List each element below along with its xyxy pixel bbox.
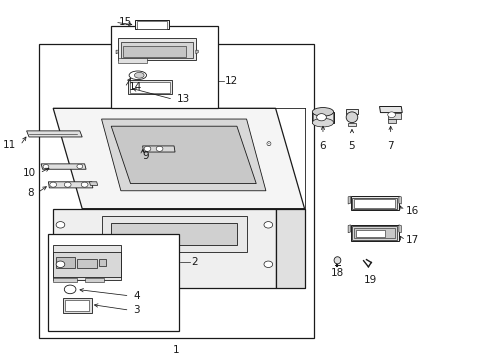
Polygon shape [398,225,401,233]
Bar [137,22,166,29]
Ellipse shape [333,257,340,264]
Text: 4: 4 [133,291,140,301]
Ellipse shape [77,164,82,168]
Polygon shape [41,164,86,169]
Polygon shape [350,196,398,211]
Ellipse shape [264,222,272,228]
Ellipse shape [43,165,49,169]
Text: 3: 3 [133,305,140,315]
Bar [48,234,179,330]
Bar [53,244,121,280]
Polygon shape [347,225,350,233]
Ellipse shape [346,112,357,123]
Polygon shape [195,50,198,54]
Bar [77,259,97,268]
Text: 6: 6 [319,141,325,151]
Bar [53,252,121,277]
Text: 17: 17 [406,235,419,245]
Text: 11: 11 [3,140,17,150]
Ellipse shape [64,285,76,294]
Bar [355,230,384,237]
Bar [118,39,195,60]
Text: 7: 7 [386,141,393,151]
Polygon shape [111,126,256,184]
Bar [84,278,104,282]
Bar [111,26,217,108]
Text: 9: 9 [142,150,149,161]
Bar [111,223,236,244]
Bar [65,300,89,311]
Bar [63,298,92,313]
Bar [102,216,246,252]
Ellipse shape [312,108,333,116]
Polygon shape [387,113,401,119]
Bar [313,113,332,122]
Polygon shape [53,209,275,288]
Polygon shape [26,131,82,137]
Ellipse shape [56,222,65,228]
Bar [53,278,77,282]
Polygon shape [311,112,333,123]
Bar [121,42,193,58]
Ellipse shape [387,112,395,118]
Text: 8: 8 [27,188,34,198]
Polygon shape [350,225,398,241]
Bar [128,80,171,94]
Polygon shape [116,50,118,54]
Polygon shape [275,209,304,288]
Bar [353,199,395,208]
Bar [353,228,395,238]
Polygon shape [379,107,402,113]
Text: 10: 10 [22,168,36,178]
Text: 19: 19 [363,275,376,285]
Bar [135,21,169,30]
Ellipse shape [144,146,150,151]
Bar [351,198,397,210]
Ellipse shape [129,71,146,80]
Ellipse shape [50,182,57,187]
Text: 12: 12 [225,76,238,86]
Text: 5: 5 [348,141,355,151]
Ellipse shape [64,182,71,187]
Polygon shape [102,119,265,191]
Polygon shape [345,109,357,114]
Bar [351,226,397,240]
Polygon shape [398,196,401,204]
Ellipse shape [81,182,88,187]
Polygon shape [347,196,350,204]
Ellipse shape [312,118,333,127]
Text: 1: 1 [173,345,180,355]
Polygon shape [53,108,304,209]
Text: 16: 16 [406,206,419,216]
Text: 18: 18 [330,268,344,278]
Bar [56,257,75,268]
Text: ⊙: ⊙ [265,141,271,147]
Ellipse shape [316,114,325,121]
Bar [129,82,170,93]
Text: 14: 14 [128,82,142,93]
Ellipse shape [56,261,65,267]
Polygon shape [142,146,175,152]
Polygon shape [347,123,355,126]
Ellipse shape [156,146,163,151]
Ellipse shape [264,261,272,267]
Bar [99,259,106,266]
Ellipse shape [134,72,144,78]
Bar [118,58,147,63]
Bar [123,46,186,57]
Text: 13: 13 [177,94,190,104]
Polygon shape [387,119,396,123]
Bar [39,44,314,338]
Polygon shape [89,182,98,185]
Text: 15: 15 [119,17,132,27]
Text: 2: 2 [191,257,197,267]
Polygon shape [48,182,93,188]
